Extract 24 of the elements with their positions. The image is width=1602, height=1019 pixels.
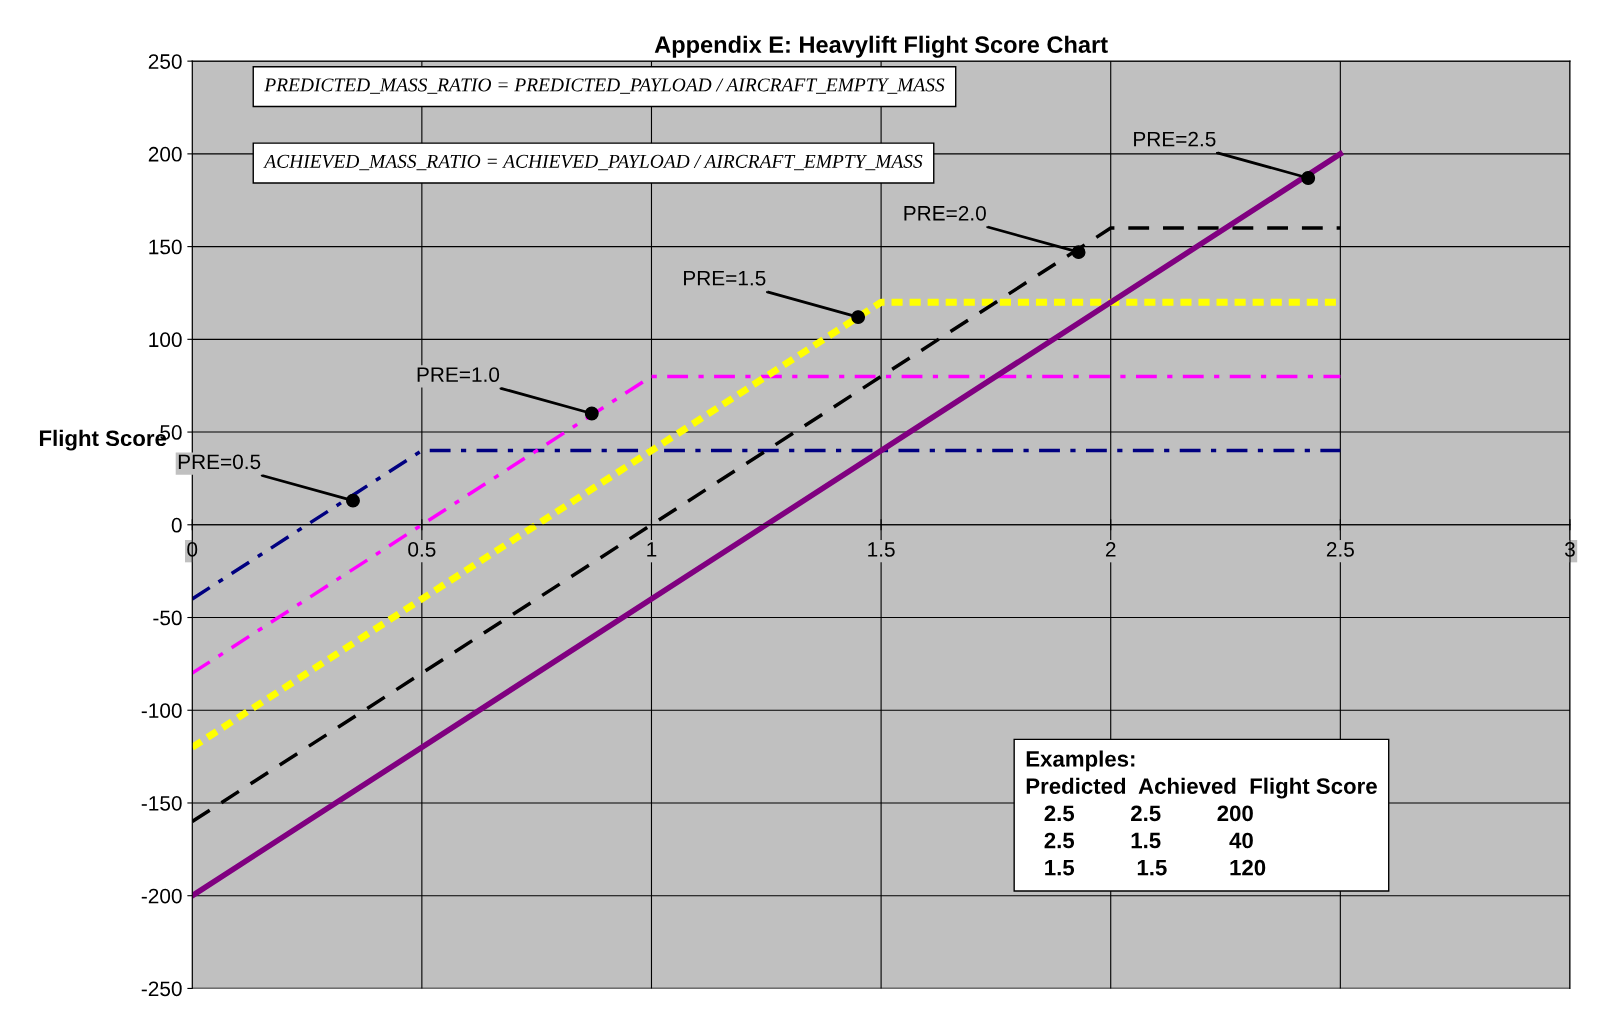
y-tick-label: 250 <box>148 54 182 69</box>
y-tick-label: -200 <box>141 888 182 904</box>
annotation: PREDICTED_MASS_RATIO = PREDICTED_PAYLOAD / AIRCRAFT_EMPTY_MASS <box>264 78 945 94</box>
annotation: PRE=2.5 <box>1134 131 1216 147</box>
x-tick-label: 1 <box>647 542 657 557</box>
x-tick-label: 2.5 <box>1326 542 1354 557</box>
annotation: PRE=1.5 <box>684 271 766 286</box>
y-tick-label: 100 <box>149 332 182 348</box>
chart-title: Appendix E: Heavylift Flight Score Chart <box>654 35 1108 58</box>
annotation: PRE=1.0 <box>417 367 500 383</box>
y-tick-label: 150 <box>149 239 182 255</box>
annotation: Examples: Predicted Achieved Flight Score 2.5 2.5 200 2.5 1.5 40 1.5 1.5 120 <box>1026 750 1377 876</box>
y-tick-label: -50 <box>153 610 182 626</box>
x-tick-label: 0.5 <box>408 542 436 557</box>
annotation: PRE=0.5 <box>178 454 261 470</box>
x-tick-label: 2 <box>1105 542 1116 557</box>
y-tick-label: -100 <box>141 703 182 718</box>
annotation: PRE=2.0 <box>904 205 986 221</box>
y-tick-label: -150 <box>141 795 182 811</box>
y-tick-label: -250 <box>141 981 182 997</box>
annotation: ACHIEVED_MASS_RATIO = ACHIEVED_PAYLOAD / AIRCRAFT_EMPTY_MASS <box>263 154 923 171</box>
y-tick-label: 0 <box>171 517 182 533</box>
y-tick-label: 200 <box>148 146 182 162</box>
x-tick-label: 1.5 <box>868 542 895 557</box>
